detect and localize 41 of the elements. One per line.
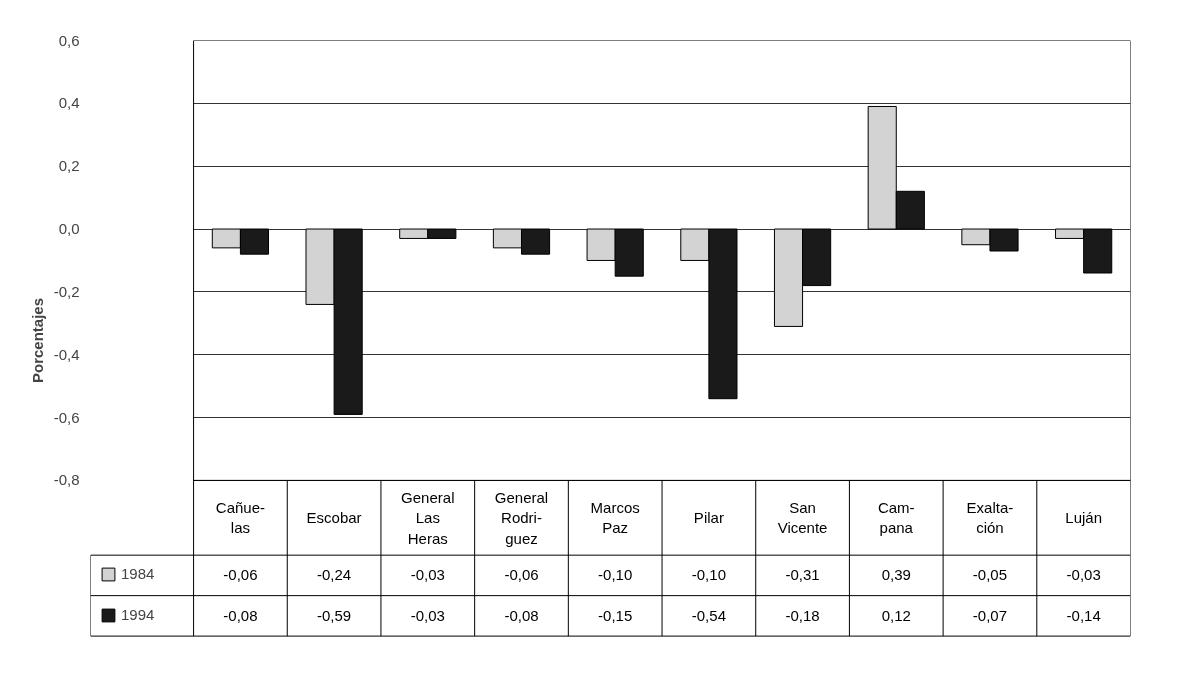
data-label: -0,10 (598, 566, 633, 584)
y-tick-label: -0,6 (53, 408, 80, 426)
data-label: -0,05 (972, 566, 1008, 584)
data-label: 0,12 (881, 606, 911, 624)
data-label: -0,10 (691, 566, 726, 584)
x-tick-label: General Rodri- guez (494, 488, 549, 547)
data-label: -0,14 (1066, 606, 1101, 624)
x-tick-label: San Vicente (777, 499, 828, 537)
data-label: -0,07 (972, 606, 1008, 624)
y-tick-label: 0,2 (58, 157, 80, 175)
data-label: -0,03 (410, 566, 445, 584)
x-tick-label: General Las Heras (401, 488, 455, 547)
x-tick-label: Pilar (693, 509, 724, 527)
legend-label: 1984 (121, 565, 155, 583)
data-label: -0,24 (317, 566, 352, 584)
x-tick-label: Escobar (306, 509, 362, 527)
x-tick-label: Exalta- ción (966, 499, 1014, 537)
data-label: -0,08 (504, 606, 539, 624)
data-label: -0,06 (223, 566, 258, 584)
data-label: -0,54 (691, 606, 726, 624)
x-tick-label: Cañue- las (215, 499, 266, 537)
data-label: -0,03 (1066, 566, 1101, 584)
data-label: -0,08 (223, 606, 258, 624)
y-tick-label: -0,4 (53, 345, 80, 363)
data-label: 0,39 (881, 566, 911, 584)
data-label: -0,18 (785, 606, 820, 624)
data-label: -0,06 (504, 566, 539, 584)
y-tick-label: 0,4 (58, 94, 80, 112)
data-label: -0,59 (317, 606, 352, 624)
data-label: -0,15 (598, 606, 633, 624)
y-axis-title: Porcentajes (28, 297, 46, 384)
data-label: -0,03 (410, 606, 445, 624)
y-tick-label: 0,0 (58, 220, 80, 238)
y-tick-label: 0,6 (58, 31, 80, 49)
y-tick-label: -0,2 (53, 282, 80, 300)
x-tick-label: Marcos Paz (590, 499, 640, 537)
data-label: -0,31 (785, 566, 820, 584)
legend-label: 1994 (121, 606, 155, 624)
x-tick-label: Cam- pana (877, 499, 915, 537)
y-tick-label: -0,8 (53, 471, 80, 489)
x-tick-label: Luján (1065, 509, 1103, 527)
